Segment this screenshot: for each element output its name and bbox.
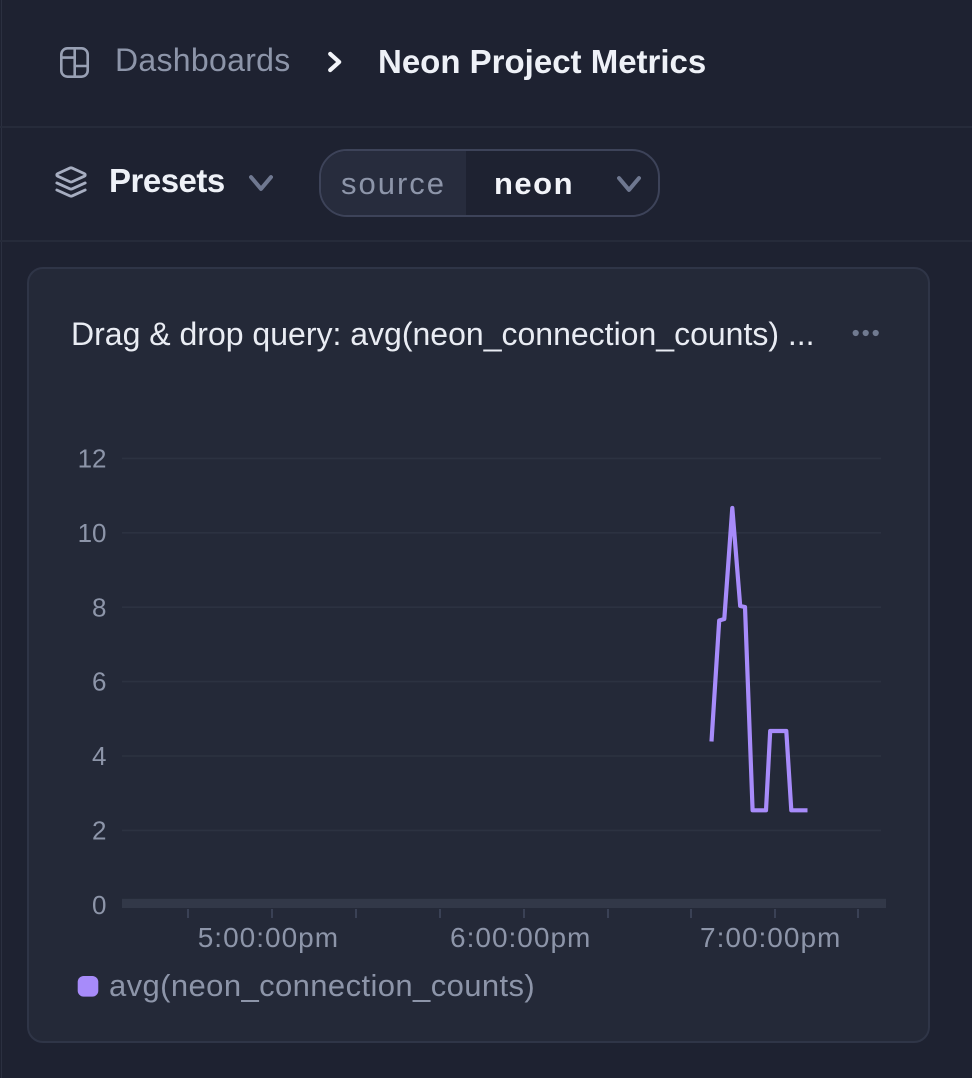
svg-text:8: 8: [92, 592, 106, 622]
svg-text:4: 4: [92, 741, 106, 771]
svg-text:0: 0: [92, 890, 106, 920]
svg-text:10: 10: [78, 518, 107, 548]
svg-text:2: 2: [92, 816, 106, 846]
svg-text:7:00:00pm: 7:00:00pm: [700, 922, 841, 953]
svg-text:6: 6: [92, 667, 106, 697]
svg-text:5:00:00pm: 5:00:00pm: [198, 922, 339, 953]
svg-text:12: 12: [78, 444, 107, 474]
svg-text:6:00:00pm: 6:00:00pm: [450, 922, 591, 953]
svg-text:avg(neon_connection_counts): avg(neon_connection_counts): [109, 968, 535, 1003]
